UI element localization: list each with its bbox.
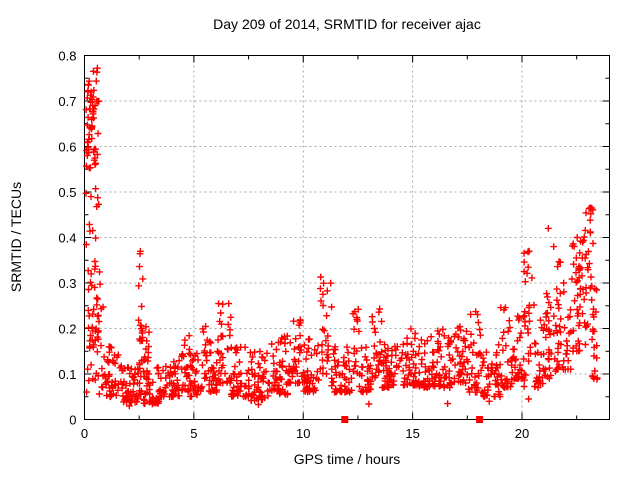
- scatter-points: [82, 64, 601, 410]
- x-tick-label: 5: [190, 426, 197, 441]
- y-tick-label: 0.6: [58, 140, 76, 155]
- gap-marker-square: [476, 416, 484, 423]
- y-tick-label: 0.2: [58, 322, 76, 337]
- y-axis-label: SRMTID / TECUs: [8, 182, 24, 292]
- x-tick-label: 0: [81, 426, 88, 441]
- y-tick-label: 0.1: [58, 367, 76, 382]
- x-tick-label: 10: [296, 426, 310, 441]
- y-tick-label: 0: [69, 413, 76, 428]
- y-tick-label: 0.8: [58, 49, 76, 64]
- y-tick-label: 0.3: [58, 276, 76, 291]
- y-tick-label: 0.4: [58, 231, 76, 246]
- grid-lines: [84, 55, 610, 420]
- x-tick-label: 20: [515, 426, 529, 441]
- y-tick-label: 0.5: [58, 185, 76, 200]
- chart-title: Day 209 of 2014, SRMTID for receiver aja…: [213, 16, 481, 32]
- tick-labels: 0 5 10 15 20 0 0.1 0.2 0.3 0.4 0.5 0.6 0.7 0.8: [58, 49, 529, 442]
- gap-markers: [341, 416, 484, 423]
- x-axis-label: GPS time / hours: [294, 451, 401, 467]
- x-tick-label: 15: [405, 426, 419, 441]
- y-tick-label: 0.7: [58, 94, 76, 109]
- gap-marker-square: [341, 416, 349, 423]
